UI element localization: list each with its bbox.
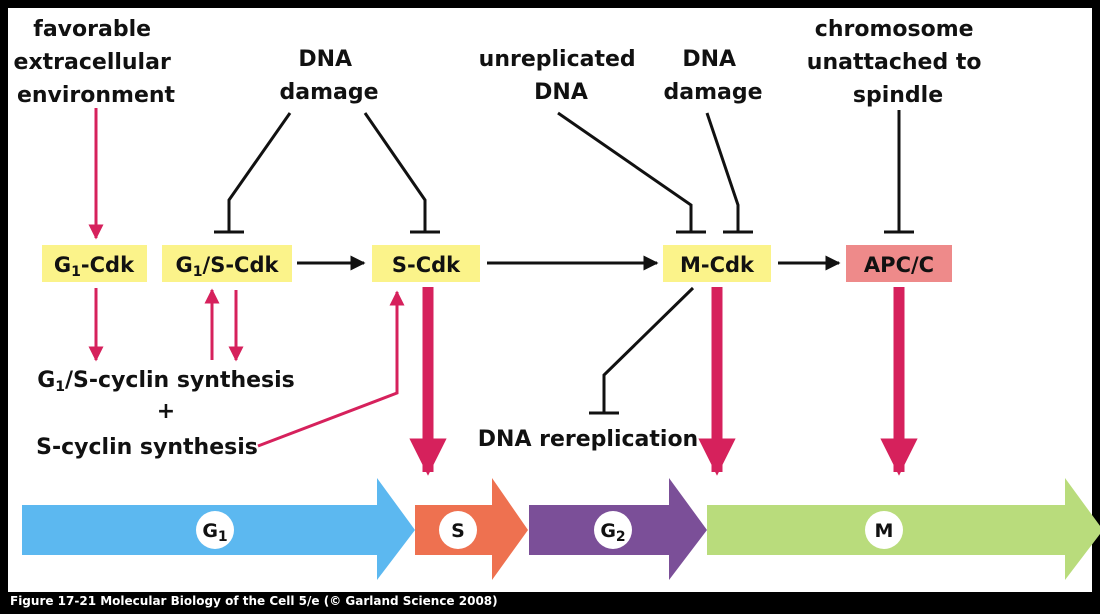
- inhibit-line-dna-damage-s: [363, 112, 427, 232]
- input-dna-damage-late: DNA damage: [663, 47, 762, 105]
- phase-label-g1: G1: [202, 520, 227, 545]
- output-label-base: G: [37, 368, 55, 393]
- node-label-base: G: [176, 253, 193, 277]
- node-label-rest: -Cdk: [81, 253, 135, 277]
- phase-badge-g1: [196, 511, 234, 549]
- node-g1-cdk: G1-Cdk: [42, 245, 147, 282]
- node-label: S-Cdk: [392, 253, 461, 277]
- node-g1s-cdk: G1/S-Cdk: [162, 245, 292, 282]
- phase-label-base: S: [451, 520, 465, 542]
- output-g1s-cyclin-synthesis: G1/S-cyclin synthesis: [37, 368, 295, 395]
- input-line: damage: [279, 80, 378, 105]
- phase-m: M: [707, 478, 1100, 580]
- arrow-s-cyclin-to-s-cdk: [257, 290, 405, 448]
- node-label-rest: /S-Cdk: [203, 253, 280, 277]
- phase-label-m: M: [875, 520, 894, 542]
- input-unreplicated-dna: unreplicated DNA: [479, 47, 644, 105]
- input-line: DNA: [534, 80, 588, 105]
- output-s-cyclin-synthesis: S-cyclin synthesis: [36, 435, 258, 460]
- output-label-sub: 1: [55, 379, 65, 395]
- output-dna-rereplication: DNA rereplication: [478, 427, 698, 452]
- input-favorable-environment: favorable extracellular environment: [14, 17, 179, 108]
- diagram-panel: [8, 8, 1092, 592]
- input-line: favorable: [33, 17, 151, 42]
- node-label: G1/S-Cdk: [176, 253, 280, 280]
- input-line: environment: [17, 83, 176, 108]
- node-m-cdk: M-Cdk: [663, 245, 771, 282]
- input-line: unreplicated: [479, 47, 636, 72]
- phase-label-g2: G2: [600, 520, 625, 545]
- node-apc-c: APC/C: [846, 245, 952, 282]
- node-label: M-Cdk: [680, 253, 755, 277]
- node-box: [663, 245, 771, 282]
- input-dna-damage-early: DNA damage: [279, 47, 378, 105]
- inhibition-connectors: [214, 110, 914, 415]
- phase-label-sub: 2: [616, 529, 626, 545]
- phase-badge-g2: [594, 511, 632, 549]
- phase-trigger-arrows: [409, 287, 918, 476]
- output-label-rest: /S-cyclin synthesis: [65, 368, 295, 393]
- input-line: DNA: [682, 47, 736, 72]
- phase-label-sub: 1: [218, 529, 228, 545]
- phase-badge-m: [865, 511, 903, 549]
- phase-g1: G1: [22, 478, 415, 580]
- inhibit-line-dna-damage-m: [705, 112, 740, 232]
- node-s-cdk: S-Cdk: [372, 245, 480, 282]
- phase-label-base: G: [202, 520, 218, 542]
- phase-label-base: M: [875, 520, 894, 542]
- node-box: [846, 245, 952, 282]
- node-box: [372, 245, 480, 282]
- figure-caption: Figure 17-21 Molecular Biology of the Ce…: [10, 594, 498, 608]
- node-label-sub: 1: [71, 264, 81, 280]
- input-line: DNA: [298, 47, 352, 72]
- input-line: chromosome: [815, 17, 974, 42]
- node-label-base: G: [54, 253, 71, 277]
- phase-g2: G2: [529, 478, 707, 580]
- input-line: unattached to: [807, 50, 982, 75]
- input-line: spindle: [853, 83, 943, 108]
- inhibit-line-dna-damage-g1s: [227, 112, 292, 232]
- plus-sign: +: [157, 399, 175, 424]
- cell-cycle-phase-bar: G1 S G2 M: [22, 478, 1100, 580]
- node-label: APC/C: [864, 253, 934, 277]
- activation-arrows: [88, 108, 405, 448]
- node-box: [162, 245, 292, 282]
- node-label-sub: 1: [193, 264, 203, 280]
- phase-label-s: S: [451, 520, 465, 542]
- input-chromosome-unattached: chromosome unattached to spindle: [807, 17, 989, 108]
- node-box: [42, 245, 147, 282]
- inhibit-line-unreplicated-m: [557, 111, 693, 232]
- phase-arrow-m: [707, 478, 1100, 580]
- node-label: G1-Cdk: [54, 253, 135, 280]
- input-line: damage: [663, 80, 762, 105]
- phase-label-base: G: [600, 520, 616, 542]
- phase-badge-s: [439, 511, 477, 549]
- phase-s: S: [415, 478, 528, 580]
- input-line: extracellular: [14, 50, 171, 75]
- inhibit-line-m-cdk-rereplication: [602, 286, 695, 413]
